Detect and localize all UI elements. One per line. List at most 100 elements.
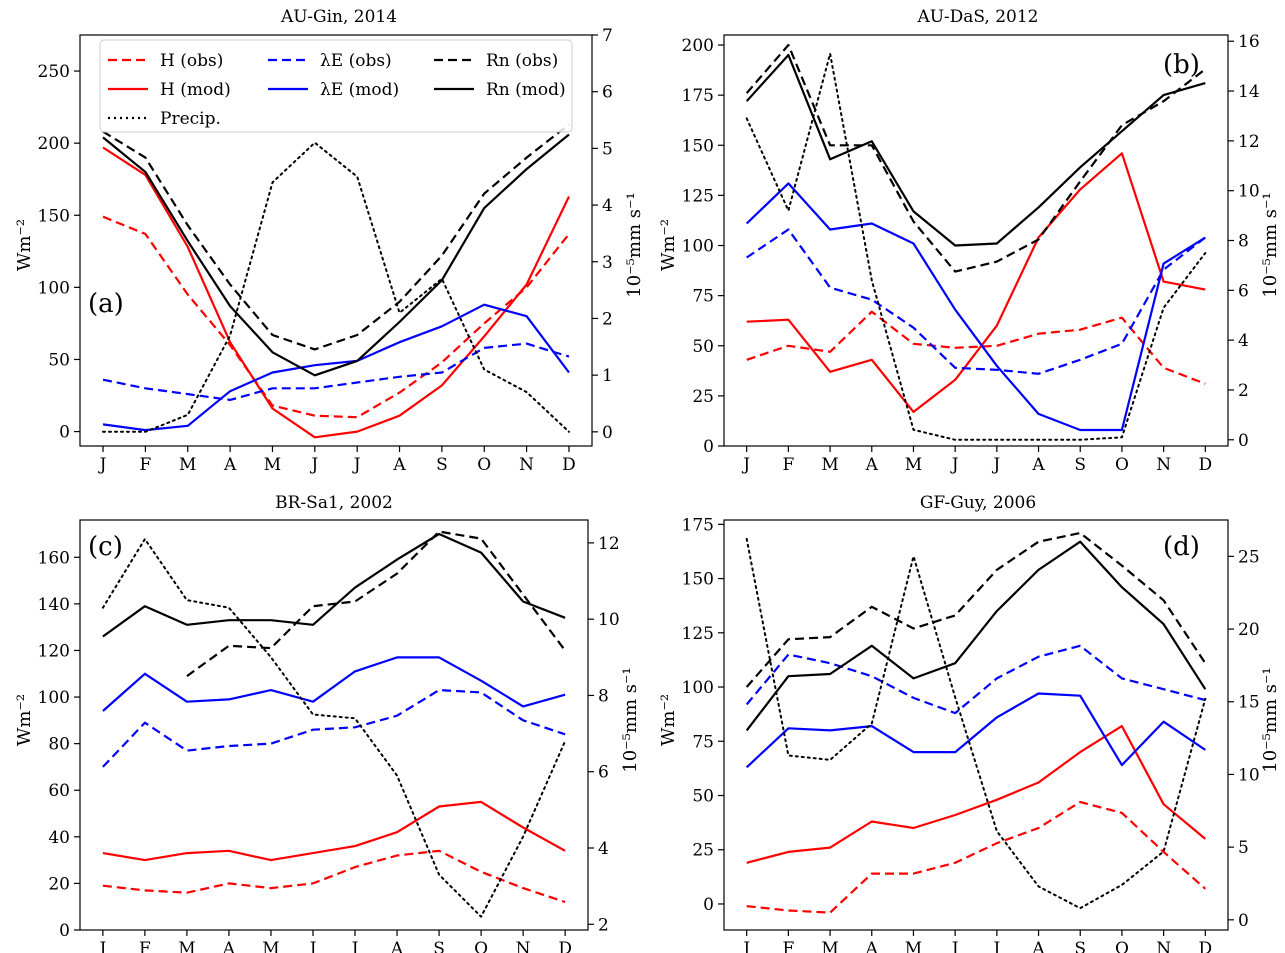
panel-a-xtick-label: O (477, 455, 491, 475)
panel-b-series-precip (745, 52, 1207, 441)
panel-a: AU-Gin, 2014 (a) Wm⁻² 10⁻⁵mm s⁻¹ (14, 7, 645, 319)
panel-b-y2tick-label: 8 (1238, 232, 1249, 252)
panel-d-xtick-label: J (741, 939, 750, 953)
panel-b-y2tick-label: 0 (1238, 431, 1249, 451)
panel-c-y2tick-label: 10 (598, 610, 620, 630)
panel-b-ytick-label: 50 (692, 337, 714, 357)
panel-b-series-le-mod (745, 182, 1206, 432)
panel-a-y2tick-label: 0 (602, 423, 613, 443)
panel-d-xtick-label: J (950, 939, 959, 953)
panel-a-ylabel: Wm⁻² (14, 219, 35, 271)
panel-d-letter: (d) (1163, 532, 1200, 562)
panel-a-ytick-label: 50 (48, 350, 70, 370)
panel-d-ytick-label: 175 (682, 515, 714, 535)
panel-c-xtick-label: J (350, 939, 359, 953)
panel-c-xtick-label: M (262, 939, 279, 953)
panel-c-xtick-label: N (516, 939, 531, 953)
panel-d-plot: J F M A M J J A S O N D 0 25 50 75 100 125 150 175 0 5 10 15 20 2… (682, 515, 1260, 953)
legend-box (99, 39, 573, 133)
panel-b-series-h-mod (746, 152, 1206, 413)
panel-c-ytick-label: 80 (48, 735, 70, 755)
panel-b-y2tick-label: 10 (1238, 182, 1260, 202)
panel-b-xtick-label: N (1156, 455, 1171, 475)
panel-a-y2label: 10⁻⁵mm s⁻¹ (624, 192, 645, 297)
panel-b-xtick-label: M (821, 455, 838, 475)
panel-d-title: GF-Guy, 2006 (920, 493, 1036, 513)
panel-c: BR-Sa1, 2002 (c) Wm⁻² 10⁻⁵mm s⁻¹ (14, 493, 641, 773)
panel-a-ytick-label: 0 (59, 423, 70, 443)
panel-c-ytick-label: 140 (38, 595, 70, 615)
panel-c-y2tick-label: 8 (598, 686, 609, 706)
panel-b-title: AU-DaS, 2012 (917, 7, 1039, 27)
panel-a-xtick-label: M (179, 455, 196, 475)
panel-b-ytick-label: 75 (692, 287, 714, 307)
panel-a-xtick-label: D (562, 455, 576, 475)
panel-d-y2tick-label: 10 (1238, 765, 1260, 785)
panel-b-y2tick-label: 6 (1238, 281, 1249, 301)
panel-d-y2tick-label: 20 (1238, 620, 1260, 640)
panel-b-ytick-label: 25 (692, 387, 714, 407)
panel-c-xtick-label: O (474, 939, 488, 953)
panel-b-ytick-label: 175 (682, 86, 714, 106)
panel-a-xtick-label: F (139, 455, 151, 475)
panel-d-series-rn-mod (745, 540, 1207, 732)
panel-c-series-h-mod (102, 800, 566, 862)
panel-c-plot: J F M A M J J A S O N D 0 20 40 60 80 100 120 140 160 2 4 6 8 10 1… (38, 519, 620, 953)
panel-c-xtick-label: A (390, 939, 404, 953)
panel-d-series-precip (745, 537, 1207, 910)
panel-a-plot: J F M A M J J A S O N D 0 50 100 150 200 250 0 1 2 3 4 5 6 7 (38, 26, 613, 475)
panel-c-ytick-label: 100 (38, 688, 70, 708)
panel-a-ytick-label: 150 (38, 206, 70, 226)
panel-d-xtick-label: J (991, 939, 1000, 953)
panel-d-series-le-obs (745, 644, 1206, 715)
panel-d-xtick-label: D (1198, 939, 1212, 953)
panel-b-ytick-label: 150 (682, 136, 714, 156)
panel-c-xtick-label: J (97, 939, 106, 953)
panel-b-ytick-label: 100 (682, 237, 714, 257)
panel-c-ytick-label: 60 (48, 781, 70, 801)
panel-b-y2tick-label: 14 (1238, 82, 1260, 102)
panel-b-ytick-label: 125 (682, 186, 714, 206)
legend-label-rn-mod: Rn (mod) (486, 80, 566, 100)
panel-c-ytick-label: 120 (38, 641, 70, 661)
panel-a-series-precip (102, 141, 570, 433)
panel-a-y2tick-label: 5 (602, 139, 613, 159)
panel-b-xtick-label: M (905, 455, 922, 475)
panel-c-xtick-label: A (222, 939, 236, 953)
panel-d-ytick-label: 50 (692, 787, 714, 807)
panel-b-series-rn-obs (745, 43, 1206, 273)
panel-d-series-h-obs (746, 800, 1207, 914)
panel-b-xtick-label: J (991, 455, 1000, 475)
legend-label-precip: Precip. (160, 109, 221, 129)
panel-c-xtick-label: M (178, 939, 195, 953)
panel-a-series-rn-obs (102, 123, 570, 351)
panel-d-series-rn-obs (745, 531, 1207, 688)
panel-c-letter: (c) (88, 532, 123, 562)
panel-d-xtick-label: A (1031, 939, 1045, 953)
panel-d-frame (723, 519, 1229, 931)
panel-a-ytick-label: 100 (38, 278, 70, 298)
panel-a-y2tick-label: 2 (602, 309, 613, 329)
panel-d-ytick-label: 75 (692, 732, 714, 752)
panel-b-xtick-label: F (782, 455, 794, 475)
panel-c-xtick-label: S (433, 939, 445, 953)
panel-a-ytick-label: 250 (38, 62, 70, 82)
panel-d-xtick-label: M (821, 939, 838, 953)
panel-d-ytick-label: 150 (682, 570, 714, 590)
panel-a-letter: (a) (88, 289, 124, 319)
panel-c-y2label: 10⁻⁵mm s⁻¹ (620, 667, 641, 772)
panel-d-y2tick-label: 25 (1238, 547, 1260, 567)
panel-b-ytick-label: 200 (682, 36, 714, 56)
panel-b-xtick-label: J (950, 455, 959, 475)
panel-b-ytick-label: 0 (703, 437, 714, 457)
panel-a-series-rn-mod (102, 133, 570, 377)
panel-a-xtick-label: S (436, 455, 448, 475)
panel-d-xtick-label: M (905, 939, 922, 953)
panel-a-y2tick-label: 3 (602, 253, 613, 273)
panel-a-xtick-label: A (223, 455, 237, 475)
panel-c-series-rn-obs (186, 530, 566, 677)
panel-a-xtick-label: J (98, 455, 107, 475)
panel-a-title: AU-Gin, 2014 (280, 7, 397, 27)
panel-c-y2tick-label: 6 (598, 763, 609, 783)
